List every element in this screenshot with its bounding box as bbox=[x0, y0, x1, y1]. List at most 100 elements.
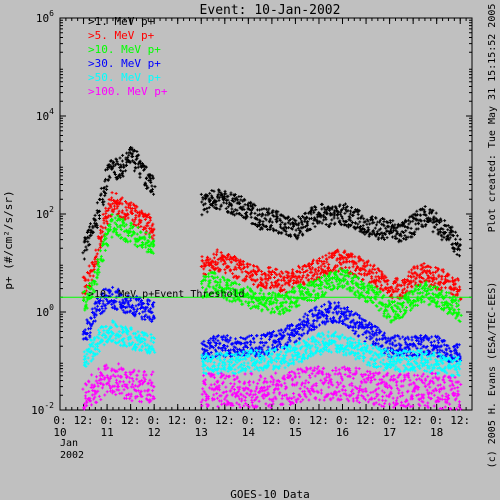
year-label: 2002 bbox=[60, 450, 84, 461]
x-tick-label: 0: bbox=[289, 414, 302, 427]
data-point bbox=[224, 207, 228, 211]
data-point bbox=[412, 216, 416, 220]
data-point bbox=[349, 219, 353, 223]
data-point bbox=[305, 224, 309, 228]
data-point bbox=[132, 160, 136, 164]
data-point bbox=[294, 219, 298, 223]
x-tick-label: 0: bbox=[383, 414, 396, 427]
data-point bbox=[455, 252, 459, 256]
data-point bbox=[378, 220, 382, 224]
data-point bbox=[264, 218, 268, 222]
data-point bbox=[84, 289, 88, 293]
data-point bbox=[225, 201, 229, 205]
data-point bbox=[391, 235, 395, 239]
data-point bbox=[240, 213, 244, 217]
data-point bbox=[370, 232, 374, 236]
data-point bbox=[128, 161, 132, 165]
data-point bbox=[448, 232, 452, 236]
data-point bbox=[95, 209, 99, 213]
data-point bbox=[368, 231, 372, 235]
data-point bbox=[88, 274, 92, 278]
data-point bbox=[112, 164, 116, 168]
data-point bbox=[423, 210, 427, 214]
data-point bbox=[385, 236, 389, 240]
x-tick-label: 12: bbox=[356, 414, 376, 427]
data-point bbox=[213, 198, 217, 202]
data-point bbox=[391, 219, 395, 223]
data-point bbox=[124, 169, 128, 173]
data-point bbox=[451, 242, 455, 246]
data-point bbox=[320, 207, 324, 211]
data-point bbox=[347, 218, 351, 222]
data-point bbox=[219, 203, 223, 207]
data-point bbox=[241, 199, 245, 203]
data-point bbox=[366, 219, 370, 223]
data-point bbox=[83, 249, 87, 253]
data-point bbox=[288, 218, 292, 222]
data-point bbox=[112, 171, 116, 175]
data-point bbox=[258, 212, 262, 216]
data-point bbox=[357, 226, 361, 230]
data-point bbox=[396, 225, 400, 229]
data-point bbox=[249, 215, 253, 219]
data-point bbox=[143, 165, 147, 169]
data-point bbox=[208, 199, 212, 203]
data-point bbox=[325, 207, 329, 211]
data-point bbox=[280, 231, 284, 235]
data-point bbox=[384, 226, 388, 230]
data-point bbox=[343, 202, 347, 206]
data-point bbox=[431, 230, 435, 234]
data-point bbox=[330, 212, 334, 216]
data-point bbox=[441, 227, 445, 231]
data-point bbox=[287, 215, 291, 219]
data-point bbox=[382, 224, 386, 228]
data-point bbox=[380, 231, 384, 235]
data-point bbox=[444, 230, 448, 234]
data-point bbox=[258, 208, 262, 212]
data-point bbox=[99, 186, 103, 190]
data-point bbox=[87, 271, 91, 275]
data-point bbox=[224, 192, 228, 196]
data-point bbox=[397, 240, 401, 244]
data-point bbox=[403, 224, 407, 228]
data-point bbox=[406, 226, 410, 230]
data-point bbox=[345, 224, 349, 228]
data-point bbox=[98, 209, 102, 213]
data-point bbox=[268, 225, 272, 229]
data-point bbox=[336, 216, 340, 220]
data-point bbox=[212, 189, 216, 193]
plot-created-note: Plot created: Tue May 31 15:15:52 2005 bbox=[487, 4, 498, 233]
data-point bbox=[342, 203, 346, 207]
data-point bbox=[135, 156, 139, 160]
data-point bbox=[458, 243, 462, 247]
data-point bbox=[289, 234, 293, 238]
data-point bbox=[300, 226, 304, 230]
data-point bbox=[296, 226, 300, 230]
data-point bbox=[353, 227, 357, 231]
data-point bbox=[268, 217, 272, 221]
data-point bbox=[84, 245, 88, 249]
data-point bbox=[448, 236, 452, 240]
data-point bbox=[148, 173, 152, 177]
data-point bbox=[267, 207, 271, 211]
data-point bbox=[362, 217, 366, 221]
data-point bbox=[377, 236, 381, 240]
data-point bbox=[296, 233, 300, 237]
data-point bbox=[226, 198, 230, 202]
data-point bbox=[454, 237, 458, 241]
data-point bbox=[199, 192, 203, 196]
data-point bbox=[116, 162, 120, 166]
data-point bbox=[439, 219, 443, 223]
data-point bbox=[248, 202, 252, 206]
data-point bbox=[218, 207, 222, 211]
data-point bbox=[151, 174, 155, 178]
data-point bbox=[383, 231, 387, 235]
data-point bbox=[220, 192, 224, 196]
data-point bbox=[450, 225, 454, 229]
data-point bbox=[109, 164, 113, 168]
data-point bbox=[88, 225, 92, 229]
x-tick-label: 0: bbox=[195, 414, 208, 427]
data-point bbox=[236, 198, 240, 202]
data-point bbox=[125, 163, 129, 167]
